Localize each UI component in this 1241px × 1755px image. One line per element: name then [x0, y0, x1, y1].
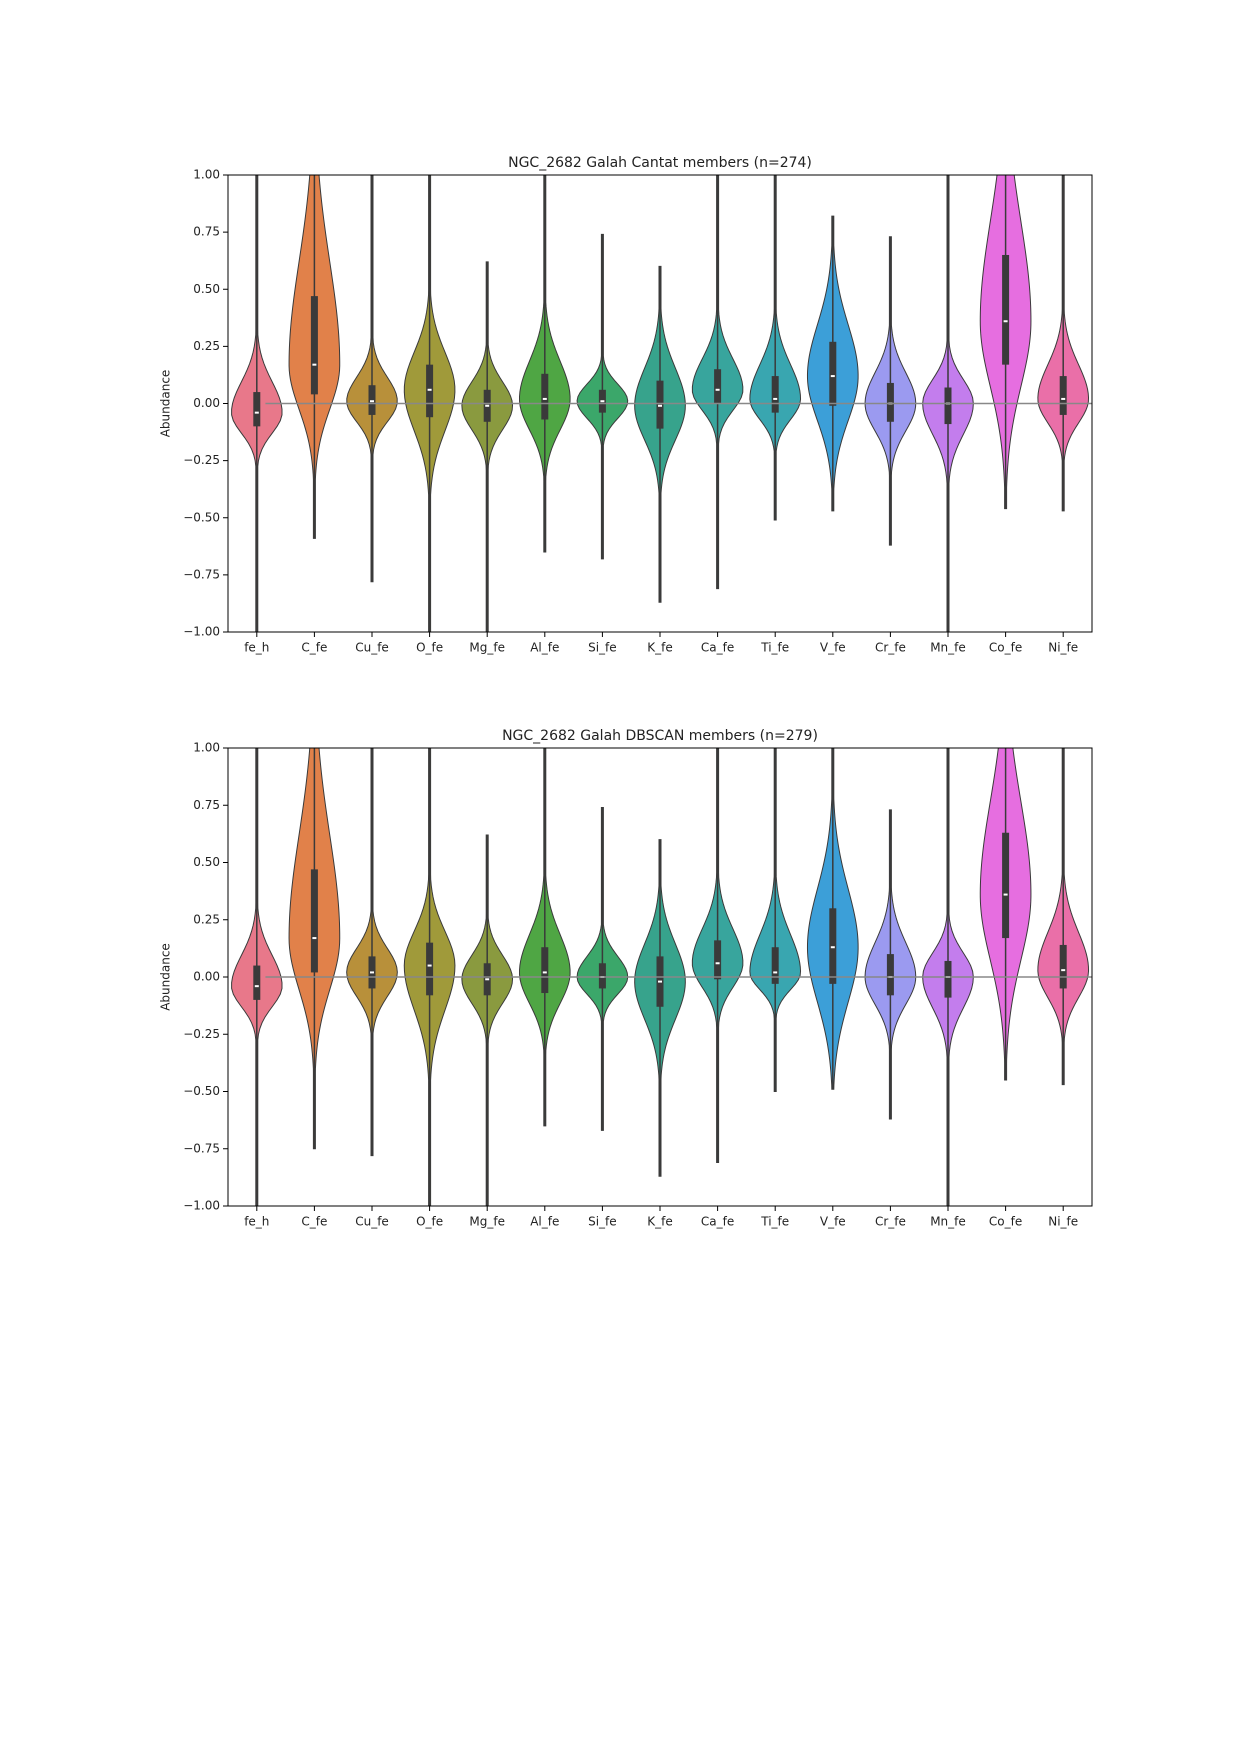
x-tick-label: Ni_fe — [1048, 641, 1078, 655]
chart-title: NGC_2682 Galah Cantat members (n=274) — [508, 155, 812, 171]
x-tick-label: O_fe — [416, 1215, 443, 1229]
y-tick-label: 0.00 — [193, 396, 220, 410]
y-tick-label: −1.00 — [183, 625, 220, 639]
box — [253, 392, 261, 427]
box — [656, 380, 664, 429]
x-tick-label: Cu_fe — [355, 641, 389, 655]
x-tick-label: O_fe — [416, 641, 443, 655]
x-tick-label: fe_h — [244, 1215, 269, 1229]
y-tick-label: −0.75 — [183, 567, 220, 581]
box — [368, 385, 376, 415]
y-tick-label: −0.50 — [183, 510, 220, 524]
x-tick-label: V_fe — [820, 641, 846, 655]
plot-frame — [227, 747, 1093, 1207]
box — [1002, 254, 1010, 365]
x-tick-label: C_fe — [301, 1215, 327, 1229]
box — [1059, 376, 1067, 415]
box — [714, 940, 722, 980]
y-tick-label: −0.75 — [183, 1141, 220, 1155]
box — [541, 373, 549, 420]
x-tick-label: K_fe — [647, 1215, 672, 1229]
y-tick-label: 0.50 — [193, 282, 220, 296]
x-tick-label: Si_fe — [588, 641, 617, 655]
x-tick-label: Co_fe — [989, 1215, 1022, 1229]
x-tick-label: Mn_fe — [930, 641, 966, 655]
x-tick-label: Al_fe — [530, 641, 559, 655]
x-tick-label: Cu_fe — [355, 1215, 389, 1229]
box — [886, 382, 894, 422]
x-tick-label: Mg_fe — [469, 641, 505, 655]
x-tick-label: Co_fe — [989, 641, 1022, 655]
y-axis-label: Abundance — [159, 370, 173, 438]
y-tick-label: −0.25 — [183, 453, 220, 467]
x-tick-label: V_fe — [820, 1215, 846, 1229]
x-tick-label: Cr_fe — [875, 1215, 906, 1229]
y-tick-label: 0.25 — [193, 912, 220, 926]
box — [714, 369, 722, 404]
x-tick-label: Mg_fe — [469, 1215, 505, 1229]
y-tick-label: 0.25 — [193, 339, 220, 353]
box — [771, 376, 779, 413]
y-tick-label: 0.50 — [193, 855, 220, 869]
x-tick-label: C_fe — [301, 641, 327, 655]
box — [886, 954, 894, 996]
box — [1002, 832, 1010, 939]
box — [598, 963, 606, 989]
box — [426, 942, 434, 996]
box — [944, 960, 952, 998]
x-tick-label: Ti_fe — [760, 1215, 789, 1229]
x-tick-label: fe_h — [244, 641, 269, 655]
x-tick-label: Cr_fe — [875, 641, 906, 655]
y-axis-label: Abundance — [159, 943, 173, 1011]
box — [1059, 944, 1067, 989]
y-tick-label: 0.75 — [193, 225, 220, 239]
box — [253, 965, 261, 1000]
x-tick-label: Si_fe — [588, 1215, 617, 1229]
y-tick-label: −0.50 — [183, 1084, 220, 1098]
x-tick-label: Mn_fe — [930, 1215, 966, 1229]
box — [426, 364, 434, 418]
box — [310, 296, 318, 395]
x-tick-label: Ca_fe — [701, 1215, 734, 1229]
chart: NGC_2682 Galah Cantat members (n=274) Abu… — [159, 155, 1093, 655]
box — [829, 341, 837, 406]
x-tick-label: Al_fe — [530, 1215, 559, 1229]
x-tick-label: Ca_fe — [701, 641, 734, 655]
box — [944, 387, 952, 425]
box — [310, 869, 318, 973]
box — [541, 947, 549, 994]
y-tick-label: 0.75 — [193, 798, 220, 812]
y-tick-label: −0.25 — [183, 1027, 220, 1041]
box — [771, 947, 779, 984]
violins — [231, 175, 1090, 632]
y-tick-label: 1.00 — [193, 741, 220, 755]
y-tick-label: 1.00 — [193, 168, 220, 182]
y-tick-label: −1.00 — [183, 1199, 220, 1213]
x-tick-label: Ti_fe — [760, 641, 789, 655]
chart: NGC_2682 Galah DBSCAN members (n=279) Abu… — [159, 728, 1093, 1229]
box — [829, 908, 837, 984]
plot-frame — [227, 174, 1093, 633]
x-tick-label: Ni_fe — [1048, 1215, 1078, 1229]
x-tick-label: K_fe — [647, 641, 672, 655]
y-tick-label: 0.00 — [193, 970, 220, 984]
chart-title: NGC_2682 Galah DBSCAN members (n=279) — [502, 728, 818, 744]
